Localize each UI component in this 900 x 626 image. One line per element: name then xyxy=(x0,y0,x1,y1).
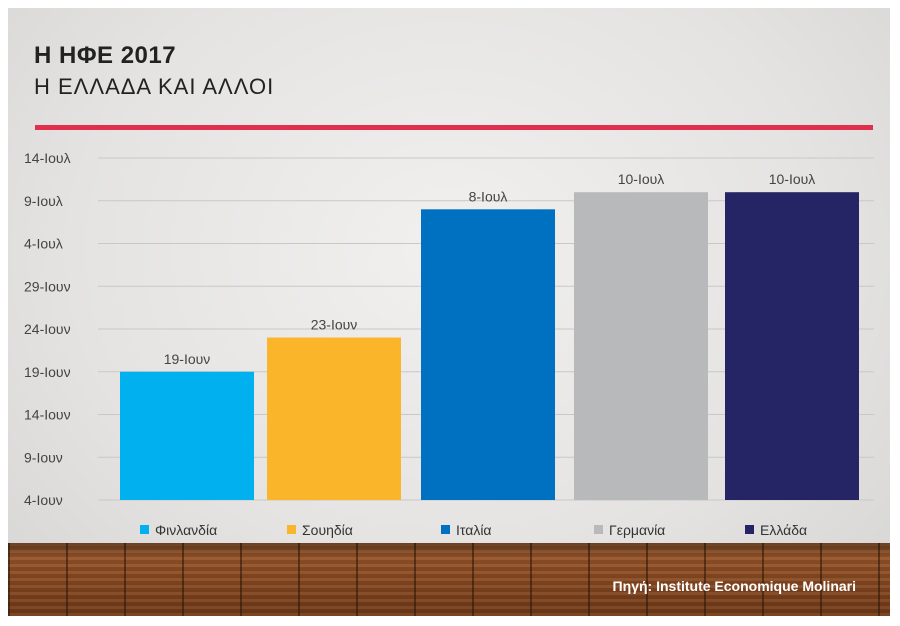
bar xyxy=(267,337,401,500)
data-label: 10-Ιουλ xyxy=(769,171,816,187)
legend-label: Γερμανία xyxy=(609,522,665,538)
data-labels: 19-Ιουν 23-Ιουν 8-Ιουλ 10-Ιουλ 10-Ιουλ xyxy=(164,171,816,367)
wood-floor xyxy=(8,543,890,616)
data-label: 10-Ιουλ xyxy=(618,171,665,187)
legend-label: Ελλάδα xyxy=(760,522,807,538)
legend-swatch xyxy=(745,525,754,534)
legend-label: Ιταλία xyxy=(456,522,492,538)
y-tick-label: 29-Ιουν xyxy=(24,278,71,294)
y-tick-label: 14-Ιουλ xyxy=(24,150,71,166)
page-subtitle: Η ΕΛΛΑΔΑ ΚΑΙ ΑΛΛΟΙ xyxy=(34,74,275,99)
legend-label: Φινλανδία xyxy=(155,522,217,538)
bars xyxy=(120,192,859,501)
bar xyxy=(725,192,859,500)
y-tick-label: 4-Ιουν xyxy=(24,492,63,508)
floor-shadow xyxy=(8,543,890,557)
legend-swatch xyxy=(594,525,603,534)
legend-swatch xyxy=(441,525,450,534)
legend-label: Σουηδία xyxy=(302,522,353,538)
legend: Φινλανδία Σουηδία Ιταλία Γερμανία Ελλάδα xyxy=(140,522,807,538)
y-tick-label: 14-Ιουν xyxy=(24,407,71,423)
accent-rule xyxy=(35,125,873,130)
bar xyxy=(421,209,555,501)
y-tick-label: 9-Ιουν xyxy=(24,449,63,465)
data-label: 8-Ιουλ xyxy=(469,188,508,204)
page-title: Η ΗΦΕ 2017 xyxy=(34,42,177,69)
y-tick-label: 24-Ιουν xyxy=(24,321,71,337)
legend-swatch xyxy=(140,525,149,534)
bar-chart: 4-Ιουν 9-Ιουν 14-Ιουν 19-Ιουν 24-Ιουν 29-Ιουν… xyxy=(24,150,874,538)
slide-background: Η ΗΦΕ 2017 Η ΕΛΛΑΔΑ ΚΑΙ ΑΛΛΟΙ 4-Ιουν 9-Ιο… xyxy=(8,8,890,616)
data-label: 19-Ιουν xyxy=(164,351,211,367)
y-tick-label: 19-Ιουν xyxy=(24,364,71,380)
data-label: 23-Ιουν xyxy=(311,317,358,333)
y-tick-label: 9-Ιουλ xyxy=(24,193,63,209)
legend-swatch xyxy=(287,525,296,534)
y-tick-label: 4-Ιουλ xyxy=(24,236,63,252)
source-note: Πηγή: Institute Economique Molinari xyxy=(612,578,856,594)
y-axis-ticks: 4-Ιουν 9-Ιουν 14-Ιουν 19-Ιουν 24-Ιουν 29-Ιουν… xyxy=(24,150,71,508)
bar xyxy=(120,371,254,500)
bar xyxy=(574,192,708,500)
